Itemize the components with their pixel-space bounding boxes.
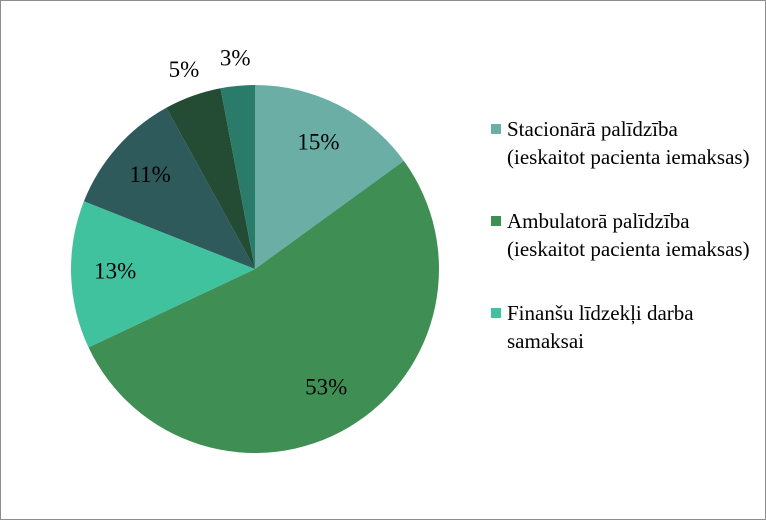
legend-swatch [491,216,501,226]
pie-slice [220,85,255,269]
pie-slice [255,85,404,269]
legend-label: Finanšu līdzekļi darba samaksai [507,301,694,353]
legend-swatch [491,308,501,318]
pie-area: 15% 53% 13% 11% 5% 3% [71,45,439,453]
legend-item: Stacionārā palīdzība (ieskaitot pacienta… [491,115,751,171]
legend-swatch [491,124,501,134]
pie-slice [83,107,255,269]
pie-slice [166,88,255,269]
data-label: 11% [129,162,170,187]
legend-label: Stacionārā palīdzība (ieskaitot pacienta… [507,117,750,169]
pie-slice [71,201,255,348]
legend: Stacionārā palīdzība (ieskaitot pacienta… [491,115,751,391]
legend-item: Ambulatorā palīdzība (ieskaitot pacienta… [491,207,751,263]
data-label: 3% [220,45,251,70]
data-label: 53% [305,375,347,400]
data-label: 15% [297,130,339,155]
legend-label: Ambulatorā palīdzība (ieskaitot pacienta… [507,209,750,261]
data-label: 13% [94,259,136,284]
legend-item: Finanšu līdzekļi darba samaksai [491,299,751,355]
pie-slice [88,160,439,453]
data-label: 5% [169,57,200,82]
